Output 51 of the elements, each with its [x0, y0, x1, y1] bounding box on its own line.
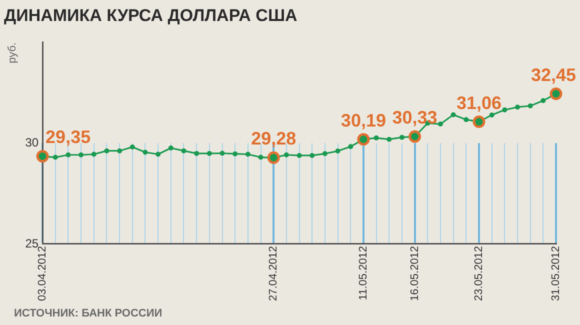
- point: [78, 152, 84, 158]
- point: [156, 152, 161, 157]
- point: [206, 150, 212, 156]
- point: [130, 144, 135, 150]
- point: [168, 146, 174, 151]
- data-label: 29,35: [46, 127, 91, 148]
- point: [464, 117, 469, 122]
- point: [502, 107, 508, 112]
- data-label: 29,28: [251, 128, 296, 149]
- point: [258, 154, 264, 160]
- x-tick-label: 23.05.2012: [473, 246, 486, 302]
- point: [540, 98, 546, 104]
- point: [52, 154, 58, 160]
- point: [450, 112, 456, 118]
- point: [117, 148, 122, 154]
- point: [528, 103, 533, 108]
- point: [335, 148, 340, 154]
- x-tick-label: 31.05.2012: [550, 246, 562, 302]
- point: [142, 150, 148, 155]
- text: ИСТОЧНИК: БАНК РОССИИ: [14, 308, 162, 320]
- point: [399, 134, 404, 140]
- point: [489, 112, 494, 118]
- point: [245, 152, 250, 157]
- y-axis-title: руб.: [6, 42, 19, 64]
- data-label: 30,19: [340, 110, 386, 130]
- point: [232, 151, 238, 156]
- point: [194, 150, 200, 156]
- point: [386, 136, 392, 142]
- point: [220, 150, 225, 156]
- point: [66, 152, 71, 158]
- point: [374, 135, 379, 140]
- point: [514, 104, 520, 110]
- point: [438, 122, 443, 127]
- chart-title: ДИНАМИКА КУРСА ДОЛЛАРА США: [4, 6, 298, 25]
- data-label: 30,33: [392, 107, 438, 128]
- point: [104, 148, 110, 154]
- y-tick-label: 30: [25, 135, 39, 150]
- point: [296, 152, 302, 158]
- data-label: 32,45: [530, 64, 576, 85]
- x-tick-label: 03.04.2012: [36, 246, 49, 302]
- x-tick-label: 16.05.2012: [408, 246, 421, 302]
- point: [322, 151, 328, 156]
- x-tick-label: 11.05.2012: [357, 246, 370, 300]
- point: [91, 152, 96, 157]
- point: [310, 152, 315, 158]
- point: [348, 144, 354, 150]
- x-tick-label: 27.04.2012: [268, 246, 280, 302]
- point: [181, 148, 186, 154]
- point: [284, 152, 289, 158]
- y-tick-label: 25: [25, 236, 39, 250]
- data-label: 31,06: [456, 92, 502, 113]
